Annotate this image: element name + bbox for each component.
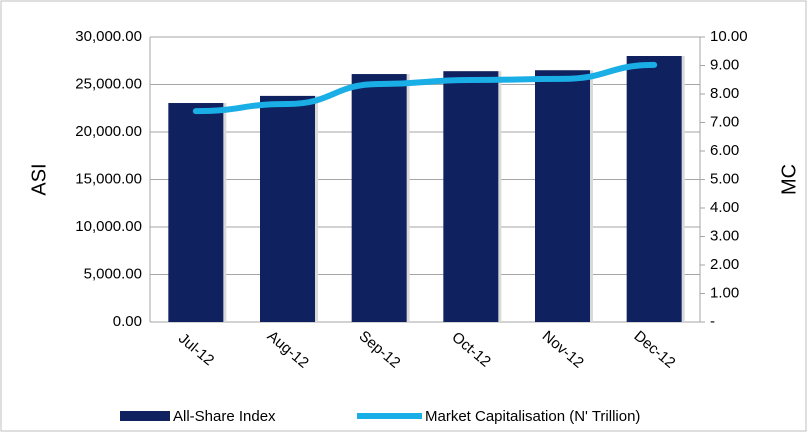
y-tick-label: 10,000.00 (75, 218, 142, 235)
bar (260, 95, 315, 323)
y2-tick-label: 8.00 (710, 85, 739, 102)
y-tick-label: 15,000.00 (75, 170, 142, 187)
bar (168, 103, 224, 323)
y-tick-label: 25,000.00 (75, 75, 142, 92)
legend-swatch (120, 411, 170, 421)
y2-tick-label: 5.00 (710, 170, 739, 187)
bar (351, 74, 407, 322)
y2-tick-label: 4.00 (710, 199, 739, 216)
y2-tick-label: 2.00 (710, 256, 739, 273)
y2-axis-label: MC (778, 164, 800, 195)
bar (443, 71, 499, 322)
y-tick-label: 20,000.00 (75, 123, 142, 140)
line (192, 61, 658, 115)
y2-tick-label: 3.00 (710, 227, 739, 244)
bar (535, 70, 590, 322)
y2-tick-label: 6.00 (710, 142, 739, 159)
y2-tick-label: 7.00 (710, 113, 739, 130)
bar (626, 56, 682, 322)
y2-tick-label: 10.00 (710, 28, 748, 45)
y-tick-label: 5,000.00 (84, 265, 142, 282)
y-tick-label: 0.00 (113, 313, 142, 330)
y2-tick-label: 1.00 (710, 284, 739, 301)
y-tick-label: 30,000.00 (75, 28, 142, 45)
y-axis-label: ASI (28, 163, 50, 195)
y2-tick-label: 9.00 (710, 56, 739, 73)
legend-label: All-Share Index (173, 408, 276, 425)
y2-tick-label: - (710, 313, 715, 330)
legend-label: Market Capitalisation (N' Trillion) (425, 408, 640, 425)
